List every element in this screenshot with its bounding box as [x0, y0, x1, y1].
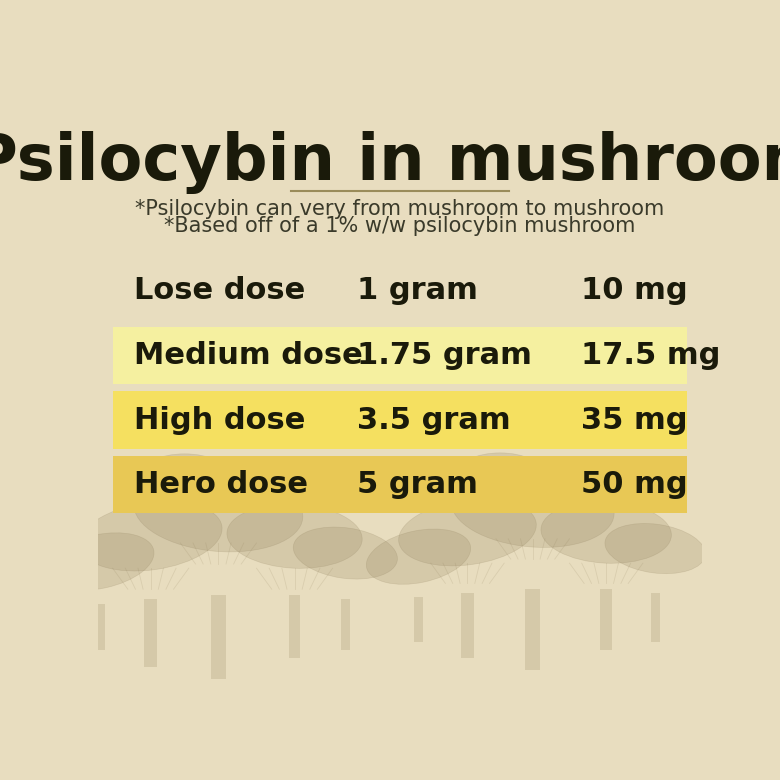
Ellipse shape [46, 533, 154, 590]
Bar [112, 327, 687, 384]
Ellipse shape [227, 504, 362, 569]
Ellipse shape [605, 523, 705, 573]
Ellipse shape [367, 529, 470, 584]
Text: 17.5 mg: 17.5 mg [581, 341, 721, 370]
Text: 1 gram: 1 gram [357, 276, 478, 305]
Text: Psilocybin in mushroom: Psilocybin in mushroom [0, 131, 780, 194]
Text: High dose: High dose [134, 406, 305, 434]
Text: Lose dose: Lose dose [134, 276, 305, 305]
Bar [526, 589, 540, 670]
Bar [341, 599, 350, 650]
Ellipse shape [80, 502, 222, 571]
Bar [95, 604, 105, 650]
Bar [112, 456, 687, 513]
Text: Medium dose: Medium dose [134, 341, 363, 370]
Ellipse shape [399, 499, 537, 566]
Ellipse shape [134, 470, 303, 552]
Text: 10 mg: 10 mg [581, 276, 688, 305]
Text: 5 gram: 5 gram [357, 470, 478, 499]
Text: *Psilocybin can very from mushroom to mushroom: *Psilocybin can very from mushroom to mu… [135, 199, 665, 219]
Bar [211, 595, 226, 679]
Bar [289, 595, 300, 658]
Bar [601, 589, 612, 650]
Text: Hero dose: Hero dose [134, 470, 308, 499]
Bar [413, 597, 424, 642]
Bar [112, 262, 687, 319]
Ellipse shape [293, 527, 398, 579]
Text: *Based off of a 1% w/w psilocybin mushroom: *Based off of a 1% w/w psilocybin mushro… [164, 216, 636, 236]
Text: 50 mg: 50 mg [581, 470, 688, 499]
Bar [651, 593, 660, 642]
Ellipse shape [456, 453, 545, 498]
Ellipse shape [541, 463, 622, 504]
Ellipse shape [138, 454, 231, 501]
Ellipse shape [452, 469, 614, 548]
Text: 1.75 gram: 1.75 gram [357, 341, 532, 370]
Ellipse shape [227, 465, 311, 507]
Text: 35 mg: 35 mg [581, 406, 688, 434]
Bar [112, 392, 687, 448]
Text: 3.5 gram: 3.5 gram [357, 406, 511, 434]
Ellipse shape [541, 502, 672, 563]
Bar [461, 593, 473, 658]
Bar [144, 599, 157, 667]
